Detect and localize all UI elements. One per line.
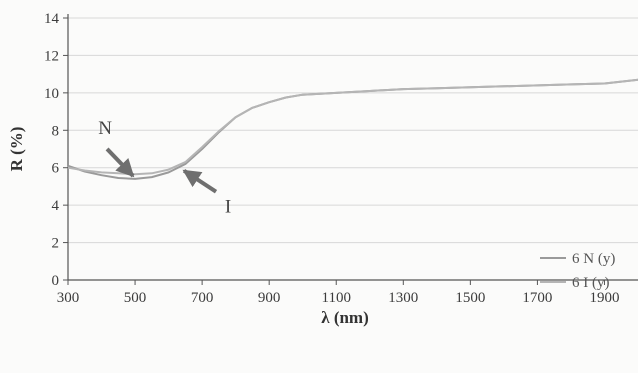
annotation-n-label: N	[98, 118, 112, 139]
x-tick-label-700: 700	[191, 290, 214, 306]
annotation-i-arrow	[182, 169, 218, 194]
annotation-n-arrow	[105, 147, 135, 178]
x-tick-label-1300: 1300	[388, 290, 418, 306]
y-tick-label-8: 8	[52, 123, 60, 139]
x-axis-title: λ (nm)	[321, 308, 369, 327]
x-tick-label-1900: 1900	[589, 290, 619, 306]
x-tick-label-1500: 1500	[455, 290, 485, 306]
x-tick-label-900: 900	[258, 290, 281, 306]
y-tick-label-6: 6	[52, 161, 60, 177]
y-tick-label-4: 4	[52, 198, 60, 214]
series-line-2	[67, 78, 638, 176]
y-tick-label-10: 10	[44, 86, 59, 102]
y-tick-label-0: 0	[52, 273, 60, 289]
x-tick-label-1700: 1700	[522, 290, 552, 306]
x-tick-label-1100: 1100	[322, 290, 351, 306]
y-tick-label-12: 12	[44, 48, 59, 64]
annotation-i-label: I	[225, 197, 231, 218]
y-tick-label-2: 2	[52, 236, 60, 252]
y-axis-title: R (%)	[7, 127, 26, 172]
x-tick-label-300: 300	[57, 290, 80, 306]
x-tick-label-500: 500	[124, 290, 147, 306]
series-line-1	[67, 78, 638, 180]
y-tick-label-14: 14	[44, 11, 60, 27]
legend-label-2: 6 I (y)	[572, 275, 610, 291]
legend-label-1: 6 N (y)	[572, 251, 615, 267]
